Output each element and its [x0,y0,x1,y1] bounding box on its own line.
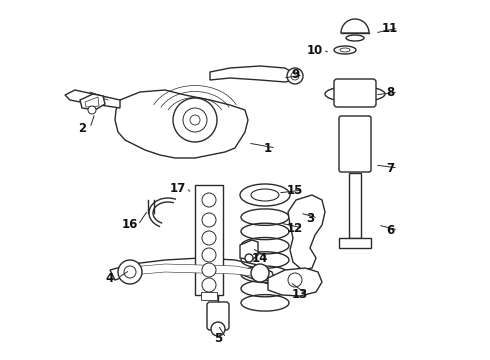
Polygon shape [80,94,105,110]
Ellipse shape [346,35,364,41]
Text: 10: 10 [307,44,323,57]
Polygon shape [240,240,258,260]
Text: 8: 8 [386,85,394,99]
Bar [201,292,217,300]
Text: 2: 2 [78,122,86,135]
Circle shape [251,264,269,282]
Circle shape [202,278,216,292]
Bar [195,185,223,295]
Circle shape [190,115,200,125]
Polygon shape [120,264,268,278]
Text: 1: 1 [264,141,272,154]
Circle shape [202,213,216,227]
Text: 16: 16 [122,219,138,231]
Bar [349,173,361,238]
Text: 9: 9 [291,68,299,81]
Polygon shape [65,90,120,108]
Circle shape [202,231,216,245]
Ellipse shape [325,86,385,102]
Circle shape [173,98,217,142]
Circle shape [287,68,303,84]
Ellipse shape [251,189,279,201]
Polygon shape [115,90,248,158]
Bar [339,238,371,248]
Ellipse shape [340,48,350,52]
Circle shape [202,193,216,207]
FancyBboxPatch shape [207,302,229,330]
Wedge shape [341,19,369,33]
FancyBboxPatch shape [339,116,371,172]
Polygon shape [110,258,275,285]
Circle shape [202,248,216,262]
Polygon shape [210,66,295,82]
Polygon shape [268,268,322,296]
Text: 15: 15 [287,184,303,197]
Text: 6: 6 [386,224,394,237]
Text: 14: 14 [252,252,268,265]
Circle shape [118,260,142,284]
Ellipse shape [240,184,290,206]
Circle shape [183,108,207,132]
Text: 5: 5 [214,332,222,345]
FancyBboxPatch shape [334,79,376,107]
Text: 7: 7 [386,162,394,175]
Text: 12: 12 [287,221,303,234]
Circle shape [245,254,253,262]
Circle shape [124,266,136,278]
Text: 17: 17 [170,181,186,194]
Ellipse shape [334,46,356,54]
Circle shape [291,72,299,80]
Circle shape [288,273,302,287]
Text: 4: 4 [106,271,114,284]
Text: 11: 11 [382,22,398,35]
Text: 13: 13 [292,288,308,302]
Polygon shape [85,97,99,107]
Circle shape [88,106,96,114]
Circle shape [202,263,216,277]
Circle shape [211,322,225,336]
Text: 3: 3 [306,211,314,225]
Polygon shape [288,195,325,270]
